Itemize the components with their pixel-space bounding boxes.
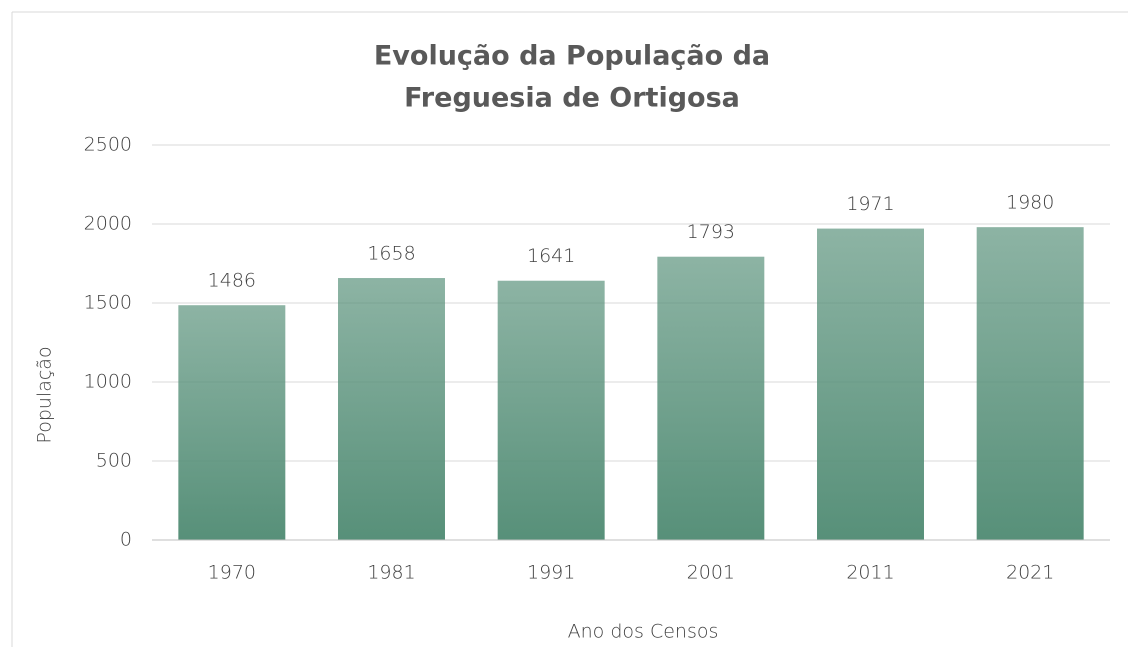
y-tick-label: 2500 — [84, 134, 132, 156]
chart-title: Freguesia de Ortigosa — [404, 83, 740, 114]
bar — [817, 228, 924, 540]
y-axis-label: População — [34, 346, 56, 443]
chart-title: Evolução da População da — [374, 41, 770, 72]
y-tick-label: 1500 — [84, 292, 132, 314]
y-tick-label: 2000 — [84, 213, 132, 235]
x-axis-label: Ano dos Censos — [568, 621, 719, 643]
bar — [178, 305, 286, 540]
x-tick-label: 2001 — [687, 562, 735, 584]
bar — [657, 256, 765, 540]
data-label: 1486 — [208, 270, 256, 292]
bar — [976, 227, 1084, 540]
y-tick-label: 0 — [120, 529, 132, 551]
data-label: 1641 — [527, 245, 575, 267]
y-tick-label: 1000 — [84, 371, 132, 393]
x-tick-label: 1970 — [208, 562, 256, 584]
data-label: 1658 — [367, 243, 415, 265]
x-tick-label: 1991 — [527, 562, 575, 584]
x-tick-label: 2011 — [846, 562, 894, 584]
y-tick-label: 500 — [96, 450, 132, 472]
x-tick-label: 1981 — [367, 562, 415, 584]
data-label: 1980 — [1006, 192, 1054, 214]
bar — [338, 278, 445, 540]
data-label: 1971 — [846, 193, 894, 215]
data-label: 1793 — [687, 221, 735, 243]
x-tick-label: 2021 — [1006, 562, 1054, 584]
bar — [497, 280, 605, 540]
